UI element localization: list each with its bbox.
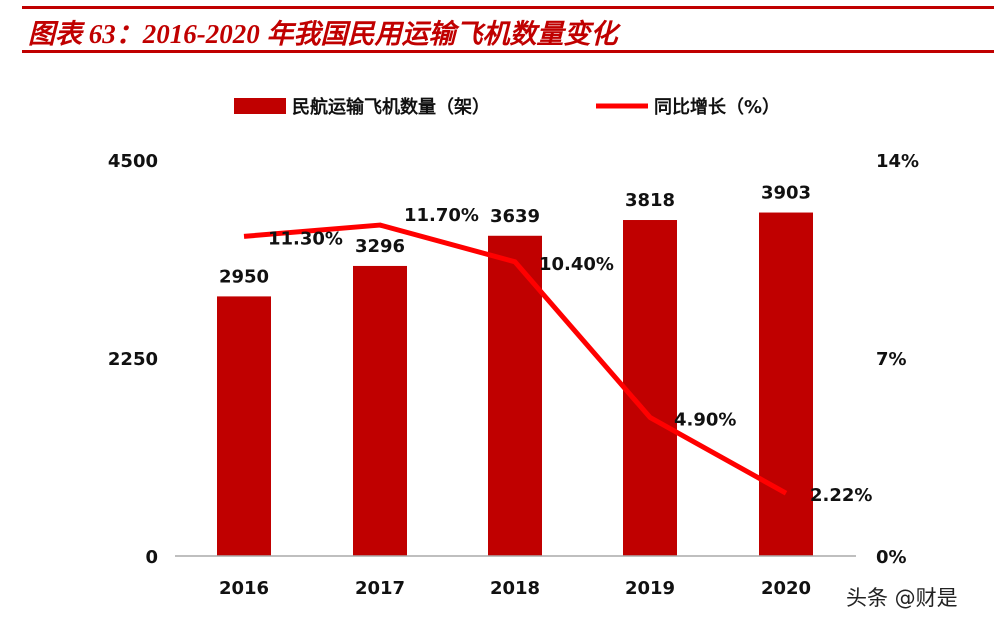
growth-label: 11.70%: [404, 205, 479, 226]
title-bottom-rule: [22, 50, 994, 53]
x-axis-tick: 2017: [355, 578, 405, 599]
legend-line-label: 同比增长（%）: [654, 96, 780, 118]
right-axis-tick: 14%: [876, 151, 919, 172]
bar-2019: [623, 220, 677, 557]
bar-2020: [759, 212, 813, 556]
chart-title: 图表 63：2016-2020 年我国民用运输飞机数量变化: [28, 19, 618, 49]
bar-label: 3639: [490, 206, 540, 227]
bar-2018: [488, 235, 542, 556]
x-axis-tick: 2020: [761, 578, 811, 599]
x-axis-tick: 2016: [219, 578, 269, 599]
growth-label: 4.90%: [674, 409, 736, 430]
bar-2017: [353, 265, 407, 556]
left-axis-tick: 4500: [108, 151, 158, 172]
right-axis-tick: 7%: [876, 349, 907, 370]
bar-label: 3903: [761, 183, 811, 204]
growth-label: 11.30%: [268, 228, 343, 249]
bar-2016: [217, 296, 271, 556]
left-axis-tick: 2250: [108, 349, 158, 370]
watermark: 头条 @财是: [846, 586, 958, 610]
left-axis-tick: 0: [145, 547, 158, 568]
growth-label: 10.40%: [539, 254, 614, 275]
legend-bar-label: 民航运输飞机数量（架）: [292, 96, 490, 118]
growth-label: 2.22%: [810, 485, 872, 506]
bar-label: 3296: [355, 236, 405, 257]
legend-bar-swatch: [234, 98, 286, 114]
title-top-rule: [22, 6, 994, 9]
bar-label: 3818: [625, 190, 675, 211]
bar-label: 2950: [219, 266, 269, 287]
x-axis-tick: 2018: [490, 578, 540, 599]
right-axis-tick: 0%: [876, 547, 907, 568]
x-axis-tick: 2019: [625, 578, 675, 599]
